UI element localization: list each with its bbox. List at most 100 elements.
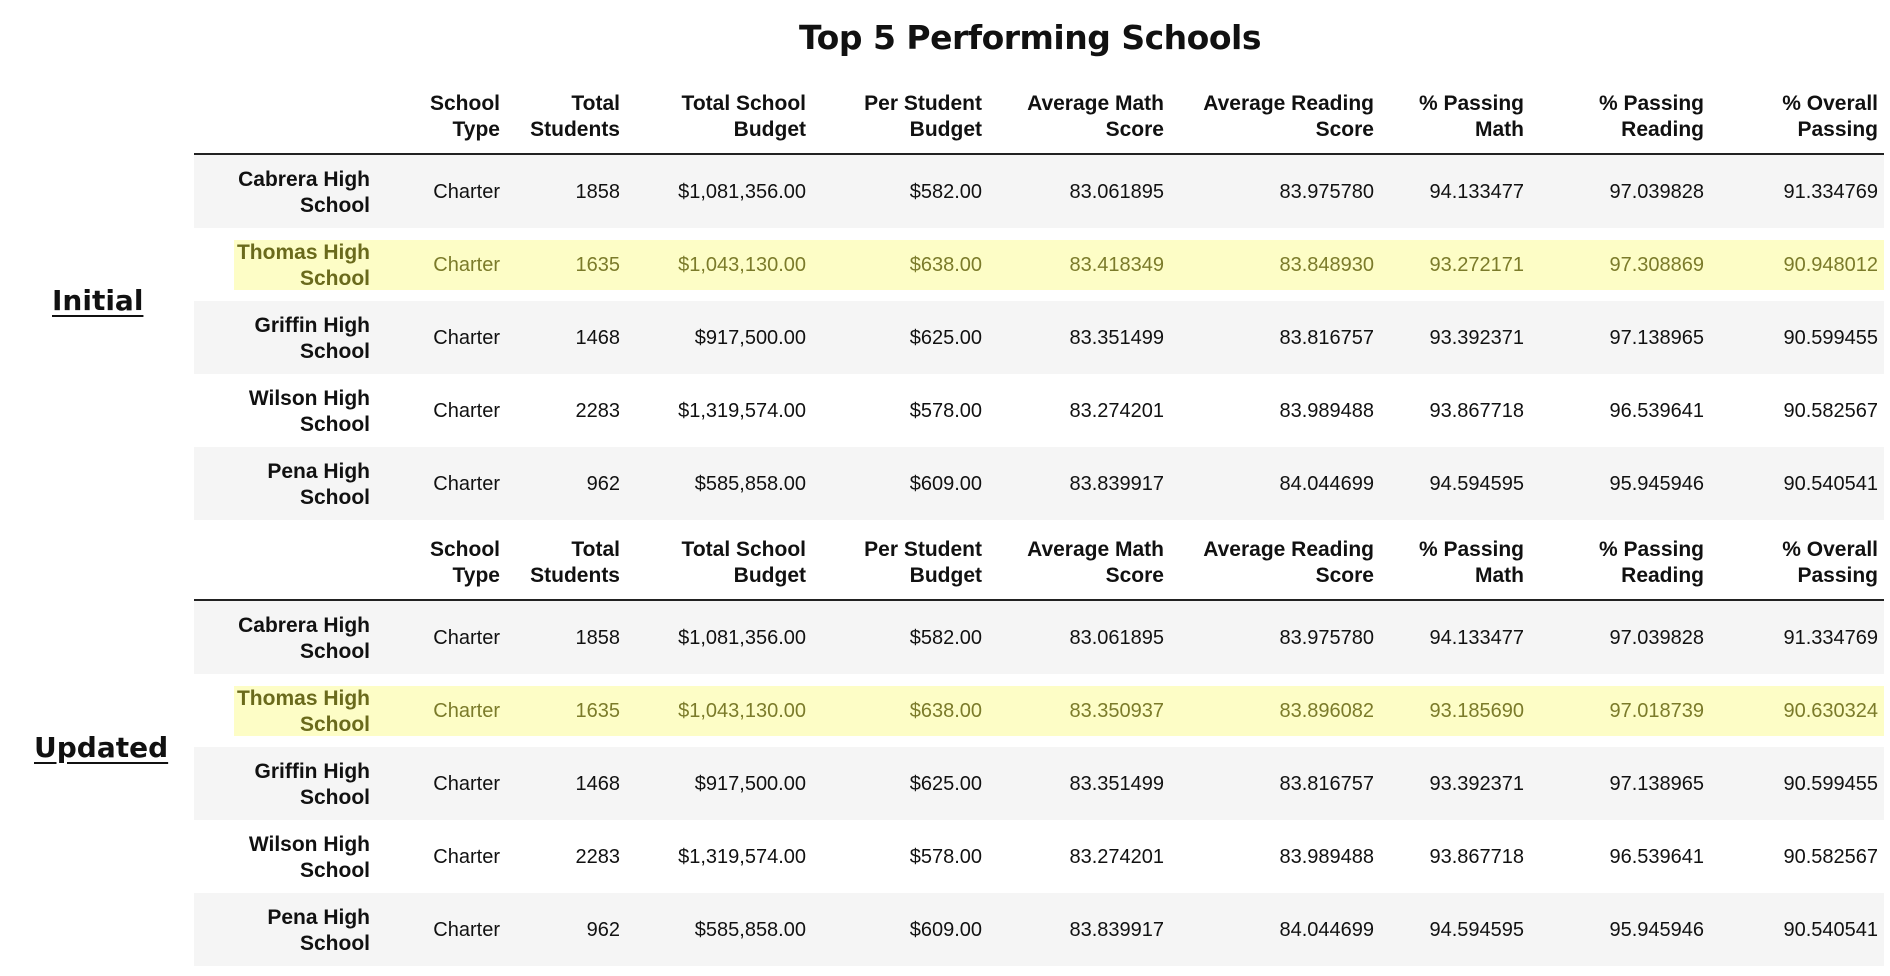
cell-total-students: 962 xyxy=(586,919,620,941)
cell-per-student-budget: $625.00 xyxy=(909,327,982,349)
cell-average-math-score: 83.350937 xyxy=(1069,700,1164,722)
cell-average-reading-score: 83.848930 xyxy=(1279,254,1374,276)
cell-per-student-budget: $609.00 xyxy=(909,919,982,941)
cell-overall-passing: 90.582567 xyxy=(1783,846,1878,868)
cell-overall-passing: 90.540541 xyxy=(1783,473,1878,495)
cell-average-reading-score: 83.989488 xyxy=(1279,400,1374,422)
cell-per-student-budget: $638.00 xyxy=(909,254,982,276)
section-label-updated: Updated xyxy=(34,731,169,764)
cell-average-math-score: 83.351499 xyxy=(1069,327,1164,349)
cell-total-school-budget: $1,043,130.00 xyxy=(678,254,806,276)
cell-overall-passing: 91.334769 xyxy=(1783,627,1878,649)
cell-per-student-budget: $625.00 xyxy=(909,773,982,795)
cell-passing-math: 94.133477 xyxy=(1429,627,1524,649)
table-row: Cabrera High School Charter 1858 $1,081,356… xyxy=(194,155,1884,228)
cell-total-students: 962 xyxy=(586,473,620,495)
cell-passing-reading: 97.308869 xyxy=(1609,254,1704,276)
cell-school-name: Thomas High School xyxy=(236,687,370,736)
cell-per-student-budget: $578.00 xyxy=(909,400,982,422)
cell-passing-reading: 95.945946 xyxy=(1609,919,1704,941)
table-row-highlighted: Thomas High School Charter 1635 $1,043,130.… xyxy=(194,228,1884,301)
header-average-math-score: Average Math Score xyxy=(1027,92,1164,141)
cell-overall-passing: 90.630324 xyxy=(1783,700,1878,722)
cell-overall-passing: 91.334769 xyxy=(1783,181,1878,203)
cell-school-type: Charter xyxy=(433,700,500,722)
cell-total-school-budget: $917,500.00 xyxy=(694,327,806,349)
cell-average-reading-score: 84.044699 xyxy=(1279,919,1374,941)
cell-total-students: 2283 xyxy=(575,846,621,868)
cell-total-students: 2283 xyxy=(575,400,621,422)
header-average-math-score: Average Math Score xyxy=(1027,538,1164,587)
page-title: Top 5 Performing Schools xyxy=(799,18,1261,57)
cell-per-student-budget: $582.00 xyxy=(909,181,982,203)
cell-school-name: Griffin High School xyxy=(254,314,370,363)
section-label-initial: Initial xyxy=(52,284,144,317)
table-row: Pena High School Charter 962 $585,858.00 $60… xyxy=(194,893,1884,966)
cell-total-school-budget: $585,858.00 xyxy=(694,919,806,941)
cell-total-students: 1858 xyxy=(575,181,621,203)
cell-passing-math: 93.392371 xyxy=(1429,327,1524,349)
cell-school-name: Cabrera High School xyxy=(238,614,370,663)
cell-school-name: Cabrera High School xyxy=(238,168,370,217)
cell-average-math-score: 83.274201 xyxy=(1069,400,1164,422)
cell-average-math-score: 83.839917 xyxy=(1069,473,1164,495)
table-row: Griffin High School Charter 1468 $917,500.0… xyxy=(194,301,1884,374)
cell-average-math-score: 83.061895 xyxy=(1069,627,1164,649)
table-row: Pena High School Charter 962 $585,858.00 $60… xyxy=(194,447,1884,520)
table-header: School Type Total Students Total School Bu… xyxy=(194,534,1884,601)
cell-average-math-score: 83.839917 xyxy=(1069,919,1164,941)
cell-overall-passing: 90.599455 xyxy=(1783,327,1878,349)
table-updated: School Type Total Students Total School Bu… xyxy=(194,534,1884,966)
cell-total-students: 1468 xyxy=(575,773,621,795)
header-per-student-budget: Per Student Budget xyxy=(864,538,982,587)
header-total-school-budget: Total School Budget xyxy=(681,92,806,141)
cell-total-school-budget: $1,319,574.00 xyxy=(678,846,806,868)
cell-average-math-score: 83.418349 xyxy=(1069,254,1164,276)
row-highlight xyxy=(234,686,1884,736)
cell-passing-math: 94.594595 xyxy=(1429,919,1524,941)
header-passing-reading: % Passing Reading xyxy=(1598,92,1704,141)
cell-passing-math: 93.392371 xyxy=(1429,773,1524,795)
cell-passing-math: 93.867718 xyxy=(1429,846,1524,868)
cell-passing-reading: 96.539641 xyxy=(1609,846,1704,868)
cell-average-math-score: 83.274201 xyxy=(1069,846,1164,868)
header-school-type: School Type xyxy=(429,538,500,587)
header-total-students: Total Students xyxy=(530,92,620,141)
table-row: Wilson High School Charter 2283 $1,319,574.… xyxy=(194,820,1884,893)
cell-average-reading-score: 83.816757 xyxy=(1279,327,1374,349)
cell-total-students: 1468 xyxy=(575,327,621,349)
cell-school-name: Griffin High School xyxy=(254,760,370,809)
cell-average-reading-score: 83.975780 xyxy=(1279,181,1374,203)
cell-school-name: Wilson High School xyxy=(248,833,370,882)
cell-overall-passing: 90.599455 xyxy=(1783,773,1878,795)
header-average-reading-score: Average Reading Score xyxy=(1203,538,1374,587)
cell-passing-reading: 97.018739 xyxy=(1609,700,1704,722)
cell-total-school-budget: $1,319,574.00 xyxy=(678,400,806,422)
cell-total-school-budget: $917,500.00 xyxy=(694,773,806,795)
cell-passing-math: 93.272171 xyxy=(1429,254,1524,276)
table-row: Cabrera High School Charter 1858 $1,081,356… xyxy=(194,601,1884,674)
cell-school-name: Pena High School xyxy=(267,906,370,955)
cell-passing-reading: 97.039828 xyxy=(1609,181,1704,203)
header-total-students: Total Students xyxy=(530,538,620,587)
cell-per-student-budget: $582.00 xyxy=(909,627,982,649)
header-school-type: School Type xyxy=(429,92,500,141)
header-average-reading-score: Average Reading Score xyxy=(1203,92,1374,141)
header-passing-reading: % Passing Reading xyxy=(1598,538,1704,587)
cell-total-school-budget: $585,858.00 xyxy=(694,473,806,495)
cell-passing-math: 94.594595 xyxy=(1429,473,1524,495)
cell-average-math-score: 83.351499 xyxy=(1069,773,1164,795)
table-header: School Type Total Students Total School Bu… xyxy=(194,88,1884,155)
cell-total-school-budget: $1,043,130.00 xyxy=(678,700,806,722)
cell-total-school-budget: $1,081,356.00 xyxy=(678,627,806,649)
cell-school-type: Charter xyxy=(433,400,500,422)
cell-passing-math: 93.185690 xyxy=(1429,700,1524,722)
cell-per-student-budget: $638.00 xyxy=(909,700,982,722)
row-highlight xyxy=(234,240,1884,290)
cell-school-name: Thomas High School xyxy=(236,241,370,290)
header-passing-math: % Passing Math xyxy=(1418,92,1524,141)
table-row: Griffin High School Charter 1468 $917,500.0… xyxy=(194,747,1884,820)
cell-average-reading-score: 83.896082 xyxy=(1279,700,1374,722)
header-per-student-budget: Per Student Budget xyxy=(864,92,982,141)
cell-passing-reading: 97.138965 xyxy=(1609,327,1704,349)
